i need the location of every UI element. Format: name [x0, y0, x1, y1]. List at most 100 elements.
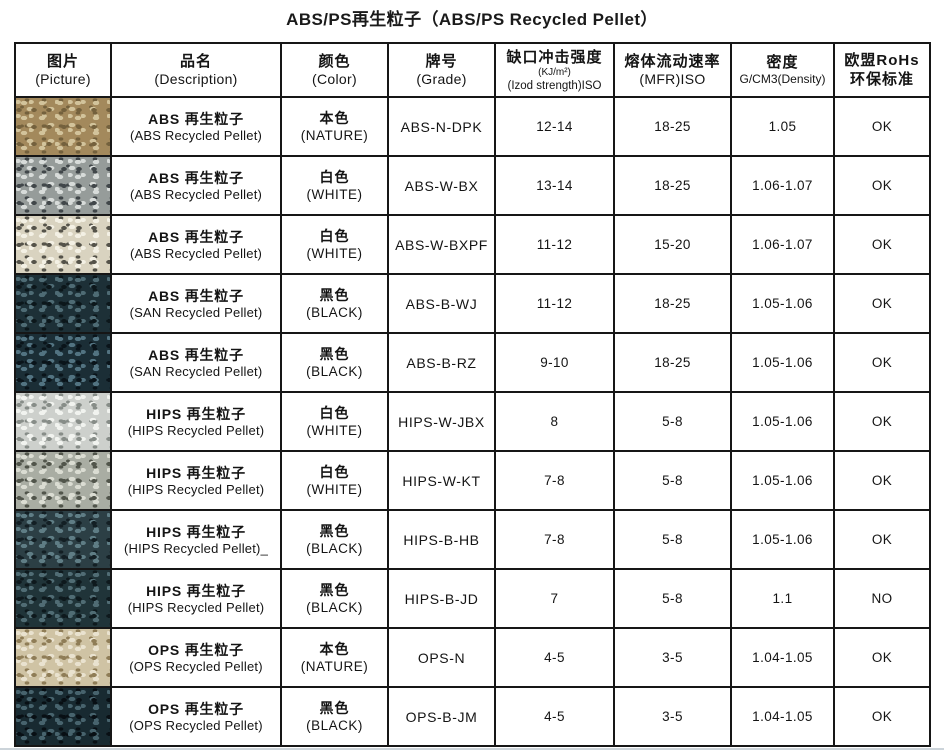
product-name-zh: OPS 再生粒子: [148, 641, 244, 658]
grade-cell: OPS-B-JM: [387, 686, 496, 747]
density-cell: 1.05-1.06: [730, 509, 835, 570]
header-rohs-zh2: 环保标准: [849, 71, 914, 88]
color-name-zh: 黑色: [319, 346, 350, 362]
picture-cell: [14, 568, 112, 629]
grade-cell: ABS-N-DPK: [387, 96, 496, 157]
mfr-cell: 18-25: [613, 155, 732, 216]
color-cell: 黑色 (BLACK): [280, 568, 389, 629]
rohs-cell: OK: [833, 96, 931, 157]
color-cell: 黑色 (BLACK): [280, 509, 389, 570]
color-name-en: (WHITE): [306, 423, 363, 438]
header-description-zh: 品名: [179, 53, 212, 70]
izod-strength-cell: 7: [494, 568, 615, 629]
picture-cell: [14, 155, 112, 216]
product-name-zh: HIPS 再生粒子: [146, 582, 246, 599]
color-name-zh: 白色: [319, 464, 350, 480]
picture-cell: [14, 273, 112, 334]
header-izod-en: (Izod strength)ISO: [507, 79, 602, 92]
color-name-zh: 黑色: [319, 700, 350, 716]
pellet-photo: [17, 276, 109, 331]
header-description-en: (Description): [154, 71, 238, 87]
density-cell: 1.06-1.07: [730, 214, 835, 275]
color-cell: 白色 (WHITE): [280, 391, 389, 452]
table-body: ABS 再生粒子 (ABS Recycled Pellet) 本色 (NATUR…: [14, 96, 931, 747]
table-row: ABS 再生粒子 (ABS Recycled Pellet) 白色 (WHITE…: [14, 214, 931, 275]
table-row: ABS 再生粒子 (SAN Recycled Pellet) 黑色 (BLACK…: [14, 273, 931, 334]
color-name-en: (BLACK): [306, 600, 363, 615]
col-header-grade: 牌号 (Grade): [387, 42, 496, 98]
page-title: ABS/PS再生粒子（ABS/PS Recycled Pellet）: [286, 10, 658, 29]
product-name-en: (SAN Recycled Pellet): [129, 304, 263, 320]
bottom-divider: [0, 748, 944, 750]
rohs-cell: OK: [833, 627, 931, 688]
rohs-cell: OK: [833, 214, 931, 275]
product-name-en: (ABS Recycled Pellet): [129, 186, 263, 202]
table-row: ABS 再生粒子 (ABS Recycled Pellet) 本色 (NATUR…: [14, 96, 931, 157]
mfr-cell: 18-25: [613, 273, 732, 334]
header-mfr-zh: 熔体流动速率: [624, 53, 721, 70]
rohs-cell: NO: [833, 568, 931, 629]
density-cell: 1.1: [730, 568, 835, 629]
izod-strength-cell: 7-8: [494, 450, 615, 511]
product-name-en: (ABS Recycled Pellet): [129, 245, 263, 261]
grade-cell: ABS-B-RZ: [387, 332, 496, 393]
izod-strength-cell: 11-12: [494, 214, 615, 275]
col-header-color: 颜色 (Color): [280, 42, 389, 98]
mfr-cell: 5-8: [613, 391, 732, 452]
izod-strength-cell: 4-5: [494, 627, 615, 688]
rohs-cell: OK: [833, 509, 931, 570]
izod-strength-cell: 11-12: [494, 273, 615, 334]
rohs-cell: OK: [833, 391, 931, 452]
header-grade-zh: 牌号: [425, 53, 458, 70]
color-name-en: (WHITE): [306, 246, 363, 261]
izod-strength-cell: 4-5: [494, 686, 615, 747]
header-izod-unit: (KJ/m²): [538, 66, 571, 78]
header-picture-zh: 图片: [46, 53, 79, 70]
description-cell: ABS 再生粒子 (ABS Recycled Pellet): [110, 155, 282, 216]
header-color-en: (Color): [312, 71, 357, 87]
mfr-cell: 5-8: [613, 509, 732, 570]
product-name-zh: ABS 再生粒子: [148, 169, 244, 186]
header-izod-zh: 缺口冲击强度: [506, 48, 603, 66]
grade-cell: ABS-B-WJ: [387, 273, 496, 334]
pellet-photo: [17, 630, 109, 685]
header-color-zh: 颜色: [318, 53, 351, 70]
table-row: OPS 再生粒子 (OPS Recycled Pellet) 黑色 (BLACK…: [14, 686, 931, 747]
izod-strength-cell: 7-8: [494, 509, 615, 570]
product-spec-table: 图片 (Picture) 品名 (Description) 颜色 (Color)…: [14, 42, 931, 747]
izod-strength-cell: 12-14: [494, 96, 615, 157]
color-cell: 白色 (WHITE): [280, 214, 389, 275]
col-header-rohs: 欧盟RoHs 环保标准: [833, 42, 931, 98]
description-cell: ABS 再生粒子 (ABS Recycled Pellet): [110, 96, 282, 157]
color-name-zh: 白色: [319, 228, 350, 244]
description-cell: HIPS 再生粒子 (HIPS Recycled Pellet): [110, 391, 282, 452]
product-name-zh: OPS 再生粒子: [148, 700, 244, 717]
density-cell: 1.05: [730, 96, 835, 157]
color-name-en: (BLACK): [306, 305, 363, 320]
header-mfr-en: (MFR)ISO: [639, 71, 706, 87]
rohs-cell: OK: [833, 155, 931, 216]
mfr-cell: 18-25: [613, 332, 732, 393]
description-cell: HIPS 再生粒子 (HIPS Recycled Pellet): [110, 568, 282, 629]
grade-cell: HIPS-B-HB: [387, 509, 496, 570]
product-name-zh: HIPS 再生粒子: [146, 523, 246, 540]
density-cell: 1.06-1.07: [730, 155, 835, 216]
col-header-picture: 图片 (Picture): [14, 42, 112, 98]
product-name-en: (HIPS Recycled Pellet): [127, 422, 265, 438]
color-name-en: (BLACK): [306, 541, 363, 556]
rohs-cell: OK: [833, 686, 931, 747]
grade-cell: OPS-N: [387, 627, 496, 688]
description-cell: ABS 再生粒子 (SAN Recycled Pellet): [110, 273, 282, 334]
header-density-zh: 密度: [766, 54, 799, 71]
col-header-mfr: 熔体流动速率 (MFR)ISO: [613, 42, 732, 98]
product-name-en: (HIPS Recycled Pellet): [127, 481, 265, 497]
color-name-en: (NATURE): [300, 128, 369, 143]
pellet-photo: [17, 394, 109, 449]
table-row: HIPS 再生粒子 (HIPS Recycled Pellet) 白色 (WHI…: [14, 450, 931, 511]
color-name-en: (NATURE): [300, 659, 369, 674]
mfr-cell: 5-8: [613, 568, 732, 629]
product-name-zh: ABS 再生粒子: [148, 346, 244, 363]
col-header-density: 密度 G/CM3(Density): [730, 42, 835, 98]
pellet-photo: [17, 217, 109, 272]
